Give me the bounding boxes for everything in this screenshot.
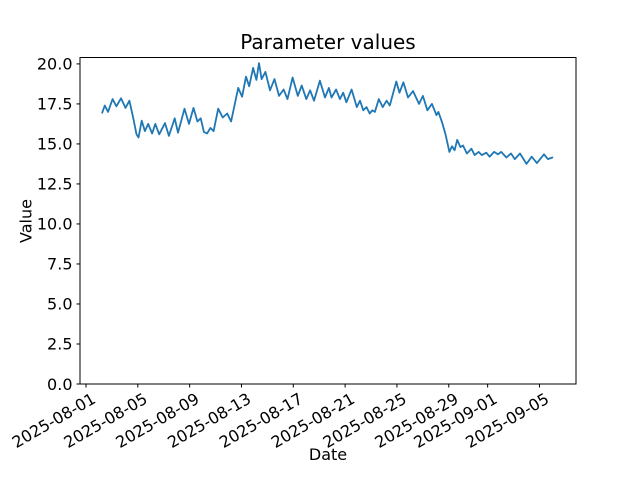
y-tick-label: 12.5 [37,175,73,194]
axes-spines [79,57,577,385]
data-line-parameter-values [101,62,554,165]
y-tick-label: 17.5 [37,95,73,114]
x-axis-label: Date [308,445,348,464]
y-tick-label: 15.0 [37,135,73,154]
y-axis-label: Value [16,199,36,243]
y-tick-label: 20.0 [37,55,73,74]
y-tick-label: 10.0 [37,215,73,234]
y-tick-label: 5.0 [47,295,72,314]
y-tick-label: 0.0 [47,375,72,394]
y-tick-label: 7.5 [47,255,72,274]
y-tick-label: 2.5 [47,335,72,354]
chart-title: Parameter values [240,30,416,54]
